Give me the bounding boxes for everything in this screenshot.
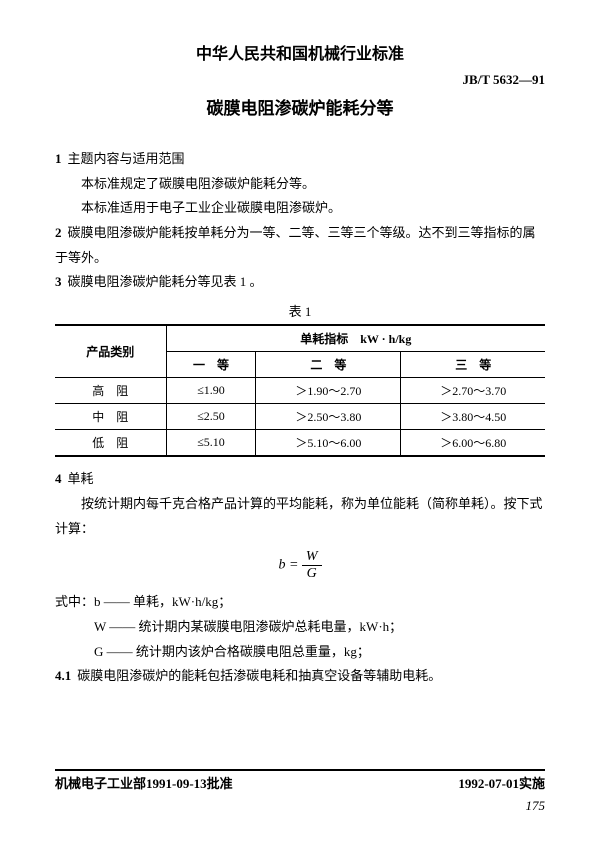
cell-g3: ＞3.80～4.50	[401, 404, 545, 430]
cell-cat: 高 阻	[55, 378, 166, 404]
formula-numerator: W	[302, 549, 322, 566]
cell-cat: 低 阻	[55, 430, 166, 457]
def-g: G —— 统计期内该炉合格碳膜电阻总重量，kg；	[94, 640, 370, 665]
defs-spacer	[55, 640, 94, 665]
section-4-heading: 4 单耗	[55, 467, 545, 492]
col-index-header: 单耗指标 kW · h/kg	[166, 325, 545, 352]
cell-g3: ＞2.70～3.70	[401, 378, 545, 404]
col-grade-3: 三 等	[401, 352, 545, 378]
table-row: 中 阻 ≤2.50 ＞2.50～3.80 ＞3.80～4.50	[55, 404, 545, 430]
table-caption: 表 1	[55, 301, 545, 320]
formula-lhs: b =	[278, 558, 298, 573]
defs-label: 式中：	[55, 590, 94, 615]
page-footer: 机械电子工业部1991-09-13批准 1992-07-01实施 175	[55, 769, 545, 814]
cell-g3: ＞6.00～6.80	[401, 430, 545, 457]
section-2: 2碳膜电阻渗碳炉能耗按单耗分为一等、二等、三等三个等级。达不到三等指标的属于等外…	[55, 221, 545, 270]
col-grade-1: 一 等	[166, 352, 256, 378]
table-row: 低 阻 ≤5.10 ＞5.10～6.00 ＞6.00～6.80	[55, 430, 545, 457]
cell-g1: ≤1.90	[166, 378, 256, 404]
section-4-1-text: 碳膜电阻渗碳炉的能耗包括渗碳电耗和抽真空设备等辅助电耗。	[77, 668, 441, 683]
cell-g1: ≤5.10	[166, 430, 256, 457]
doc-code: JB/T 5632—91	[55, 72, 545, 88]
section-4-title: 单耗	[68, 471, 94, 486]
cell-g1: ≤2.50	[166, 404, 256, 430]
formula-denominator: G	[302, 566, 322, 582]
cell-g2: ＞1.90～2.70	[256, 378, 401, 404]
footer-rule	[55, 769, 545, 771]
section-4-p1: 按统计期内每千克合格产品计算的平均能耗，称为单位能耗（简称单耗）。按下式计算：	[55, 492, 545, 541]
spec-table: 产品类别 单耗指标 kW · h/kg 一 等 二 等 三 等 高 阻 ≤1.9…	[55, 324, 545, 457]
section-3: 3 碳膜电阻渗碳炉能耗分等见表 1 。	[55, 270, 545, 295]
cell-cat: 中 阻	[55, 404, 166, 430]
footer-effective: 1992-07-01实施	[458, 773, 545, 792]
def-b: b —— 单耗，kW·h/kg；	[94, 590, 231, 615]
section-1-p2: 本标准适用于电子工业企业碳膜电阻渗碳炉。	[55, 196, 545, 221]
cell-g2: ＞2.50～3.80	[256, 404, 401, 430]
section-1-p1: 本标准规定了碳膜电阻渗碳炉能耗分等。	[55, 172, 545, 197]
footer-approve: 机械电子工业部1991-09-13批准	[55, 773, 233, 792]
table-row: 高 阻 ≤1.90 ＞1.90～2.70 ＞2.70～3.70	[55, 378, 545, 404]
section-2-text: 碳膜电阻渗碳炉能耗按单耗分为一等、二等、三等三个等级。达不到三等指标的属于等外。	[55, 225, 536, 265]
section-4-1: 4.1 碳膜电阻渗碳炉的能耗包括渗碳电耗和抽真空设备等辅助电耗。	[55, 664, 545, 689]
section-1-num: 1	[55, 151, 62, 166]
section-2-num: 2	[55, 225, 62, 240]
section-3-num: 3	[55, 274, 62, 289]
formula-frac: W G	[302, 549, 322, 582]
formula: b = W G	[55, 549, 545, 582]
def-w: W —— 统计期内某碳膜电阻渗碳炉总耗电量，kW·h；	[94, 615, 402, 640]
section-1-title: 主题内容与适用范围	[68, 151, 185, 166]
definitions: 式中： b —— 单耗，kW·h/kg； W —— 统计期内某碳膜电阻渗碳炉总耗…	[55, 590, 545, 664]
cell-g2: ＞5.10～6.00	[256, 430, 401, 457]
org-title: 中华人民共和国机械行业标准	[55, 40, 545, 64]
section-4-num: 4	[55, 471, 62, 486]
standard-title: 碳膜电阻渗碳炉能耗分等	[55, 94, 545, 119]
col-grade-2: 二 等	[256, 352, 401, 378]
section-1-heading: 1 主题内容与适用范围	[55, 147, 545, 172]
section-3-text: 碳膜电阻渗碳炉能耗分等见表 1 。	[68, 274, 263, 289]
col-product: 产品类别	[55, 325, 166, 378]
defs-spacer	[55, 615, 94, 640]
section-4-1-num: 4.1	[55, 668, 71, 683]
page-number: 175	[55, 798, 545, 814]
